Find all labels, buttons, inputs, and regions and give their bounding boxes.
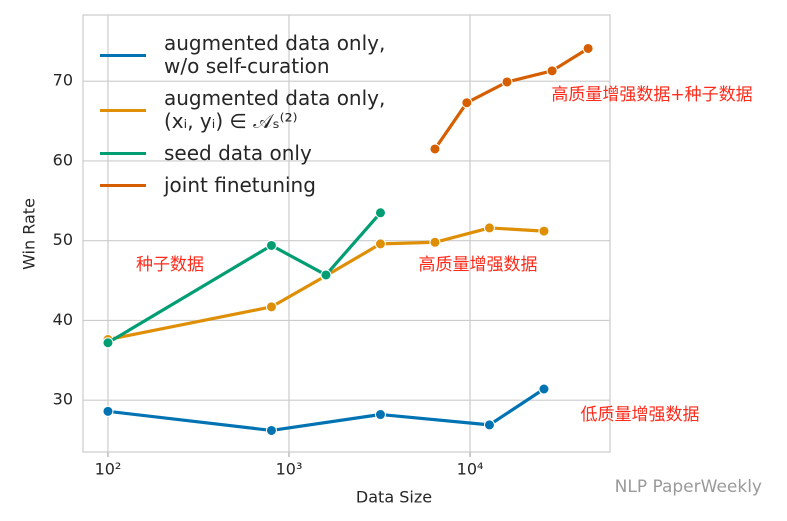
data-point: [374, 409, 386, 421]
data-point: [374, 207, 386, 219]
legend-swatch: [100, 108, 146, 112]
y-tick-label: 50: [53, 230, 73, 249]
legend-swatch: [100, 53, 146, 57]
y-axis-label: Win Rate: [20, 198, 39, 270]
annotation: 高质量增强数据+种子数据: [551, 85, 752, 105]
data-point: [265, 239, 277, 251]
data-point: [461, 97, 473, 109]
y-tick-label: 40: [53, 310, 73, 329]
data-point: [102, 405, 114, 417]
data-point: [501, 76, 513, 88]
legend-label: augmented data only, w/o self-curation: [164, 31, 386, 78]
x-tick-label: 10⁴: [457, 460, 484, 479]
data-point: [546, 65, 558, 77]
data-point: [429, 143, 441, 155]
data-point: [429, 236, 441, 248]
annotation: 高质量增强数据: [419, 255, 538, 275]
legend: augmented data only, w/o self-curation au…: [100, 32, 385, 206]
legend-label: joint finetuning: [164, 173, 316, 197]
x-tick-label: 10²: [95, 460, 122, 479]
legend-swatch: [100, 184, 146, 187]
data-point: [483, 419, 495, 431]
legend-entry: joint finetuning: [100, 174, 385, 197]
series-line: [107, 211, 382, 345]
data-point: [265, 301, 277, 313]
legend-entry: augmented data only, (xᵢ, yᵢ) ∈ 𝒜ₛ⁽²⁾: [100, 87, 385, 133]
legend-entry: augmented data only, w/o self-curation: [100, 32, 385, 78]
y-tick-label: 70: [53, 71, 73, 90]
data-point: [582, 42, 594, 54]
x-axis-label: Data Size: [356, 488, 432, 507]
legend-entry: seed data only: [100, 142, 385, 165]
series-line: [107, 226, 545, 342]
legend-label: seed data only: [164, 141, 312, 165]
data-point: [265, 424, 277, 436]
data-point: [320, 269, 332, 281]
y-tick-label: 60: [53, 150, 73, 169]
data-point: [538, 225, 550, 237]
watermark: NLP PaperWeekly: [615, 477, 762, 497]
data-point: [374, 238, 386, 250]
data-point: [483, 222, 495, 234]
annotation: 低质量增强数据: [581, 405, 700, 425]
plot-frame: [82, 14, 611, 453]
data-point: [538, 383, 550, 395]
legend-label: augmented data only, (xᵢ, yᵢ) ∈ 𝒜ₛ⁽²⁾: [164, 86, 386, 133]
x-tick-label: 10³: [276, 460, 303, 479]
legend-swatch: [100, 152, 146, 155]
data-point: [102, 337, 114, 349]
y-tick-label: 30: [53, 390, 73, 409]
annotation: 种子数据: [136, 255, 204, 275]
grid: [83, 15, 610, 452]
series-line: [107, 387, 545, 433]
